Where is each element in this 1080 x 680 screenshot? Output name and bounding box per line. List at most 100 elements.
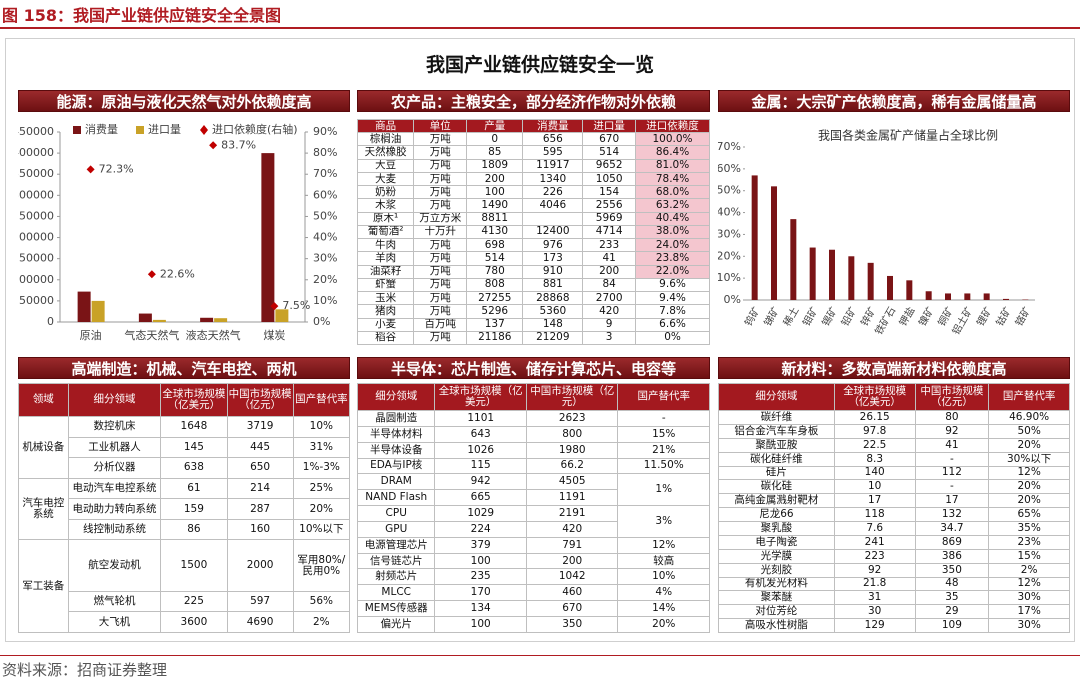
table-cell: 百万吨 bbox=[414, 318, 467, 331]
table-cell: 航空发动机 bbox=[68, 540, 161, 591]
table-cell: 8811 bbox=[467, 212, 523, 225]
column-header: 消费量 bbox=[523, 120, 583, 133]
table-cell: 尼龙66 bbox=[719, 508, 835, 522]
table-cell: 132 bbox=[915, 508, 989, 522]
table-cell: 原木¹ bbox=[358, 212, 414, 225]
column-header: 中国市场规模（亿元） bbox=[227, 384, 293, 417]
table-cell: 4046 bbox=[523, 199, 583, 212]
table-cell: 10% bbox=[618, 569, 710, 585]
table-cell: 170 bbox=[435, 585, 527, 601]
table-cell: 145 bbox=[161, 437, 227, 458]
header-row: 商品单位产量消费量进口量进口依赖度 bbox=[358, 120, 710, 133]
table-cell: 643 bbox=[435, 426, 527, 442]
x-tick-label: 钴矿 bbox=[993, 305, 1014, 329]
source-note: 资料来源：招商证券整理 bbox=[2, 659, 167, 680]
table-cell: MLCC bbox=[358, 585, 435, 601]
table-cell: 硅片 bbox=[719, 466, 835, 480]
table-cell: 48 bbox=[915, 577, 989, 591]
table-cell: 1026 bbox=[435, 442, 527, 458]
table-cell: 对位芳纶 bbox=[719, 605, 835, 619]
table-cell: 木浆 bbox=[358, 199, 414, 212]
table-cell: 200 bbox=[467, 172, 523, 185]
table-cell: 115 bbox=[435, 458, 527, 474]
y2-tick-label: 80% bbox=[313, 146, 337, 159]
table-cell: 17 bbox=[834, 494, 915, 508]
table-cell: 晶圆制造 bbox=[358, 411, 435, 427]
table-cell: 偏光片 bbox=[358, 616, 435, 632]
table-cell: 大飞机 bbox=[68, 612, 161, 633]
y-tick-label: 20% bbox=[718, 249, 741, 262]
x-tick-label: 煤炭 bbox=[263, 329, 285, 342]
table-cell: 1490 bbox=[467, 199, 523, 212]
table-cell: 半导体设备 bbox=[358, 442, 435, 458]
y2-tick-label: 10% bbox=[313, 294, 337, 307]
table-cell: 玉米 bbox=[358, 292, 414, 305]
column-header: 国产替代率 bbox=[618, 384, 710, 411]
table-cell: 63.2% bbox=[636, 199, 710, 212]
panel-header: 能源：原油与液化天然气对外依赖度高 bbox=[18, 90, 350, 112]
bar bbox=[153, 320, 166, 322]
y-tick-label: 30% bbox=[718, 227, 741, 240]
bar bbox=[868, 263, 874, 300]
table-cell: 665 bbox=[435, 490, 527, 506]
table-cell: 工业机器人 bbox=[68, 437, 161, 458]
table-cell: 68.0% bbox=[636, 186, 710, 199]
table-cell: 66.2 bbox=[526, 458, 618, 474]
table-cell: 4690 bbox=[227, 612, 293, 633]
point bbox=[209, 141, 217, 149]
table-cell: 1191 bbox=[526, 490, 618, 506]
y-tick-label: 60% bbox=[718, 162, 741, 175]
table-cell: 30% bbox=[989, 591, 1070, 605]
table-cell: 17 bbox=[915, 494, 989, 508]
table-cell: 11917 bbox=[523, 159, 583, 172]
table-cell: 21.8 bbox=[834, 577, 915, 591]
column-header: 细分领域 bbox=[719, 384, 835, 411]
table-cell: 350 bbox=[915, 563, 989, 577]
column-header: 商品 bbox=[358, 120, 414, 133]
y-tick-label: 150000 bbox=[18, 252, 54, 265]
table-cell: 大豆 bbox=[358, 159, 414, 172]
y-tick-label: 70% bbox=[718, 140, 741, 153]
table-cell: 3 bbox=[583, 331, 636, 344]
table-cell: 137 bbox=[467, 318, 523, 331]
table-cell: 235 bbox=[435, 569, 527, 585]
column-header: 全球市场规模（亿美元） bbox=[435, 384, 527, 411]
table-cell: 656 bbox=[523, 133, 583, 146]
table-cell: 92 bbox=[915, 424, 989, 438]
table-cell: 高纯金属溅射靶材 bbox=[719, 494, 835, 508]
table-cell: 100 bbox=[435, 553, 527, 569]
table-cell: 虾蟹 bbox=[358, 278, 414, 291]
table: 领域细分领域全球市场规模（亿美元）中国市场规模（亿元）国产替代率机械设备数控机床… bbox=[18, 383, 350, 633]
table-cell: 420 bbox=[526, 521, 618, 537]
table-cell: NAND Flash bbox=[358, 490, 435, 506]
y-tick-label: 100000 bbox=[18, 273, 54, 286]
table-cell: 41 bbox=[915, 438, 989, 452]
y2-tick-label: 60% bbox=[313, 188, 337, 201]
bar bbox=[887, 276, 893, 300]
table-cell: 大麦 bbox=[358, 172, 414, 185]
table-cell: 2000 bbox=[227, 540, 293, 591]
table-cell: 光刻胶 bbox=[719, 563, 835, 577]
table-cell: MEMS传感器 bbox=[358, 601, 435, 617]
table-cell: 万吨 bbox=[414, 133, 467, 146]
table-cell: 92 bbox=[834, 563, 915, 577]
table-cell: 牛肉 bbox=[358, 239, 414, 252]
x-tick-label: 钼矿 bbox=[800, 305, 821, 329]
table-cell: 109 bbox=[915, 619, 989, 633]
table-cell bbox=[523, 212, 583, 225]
